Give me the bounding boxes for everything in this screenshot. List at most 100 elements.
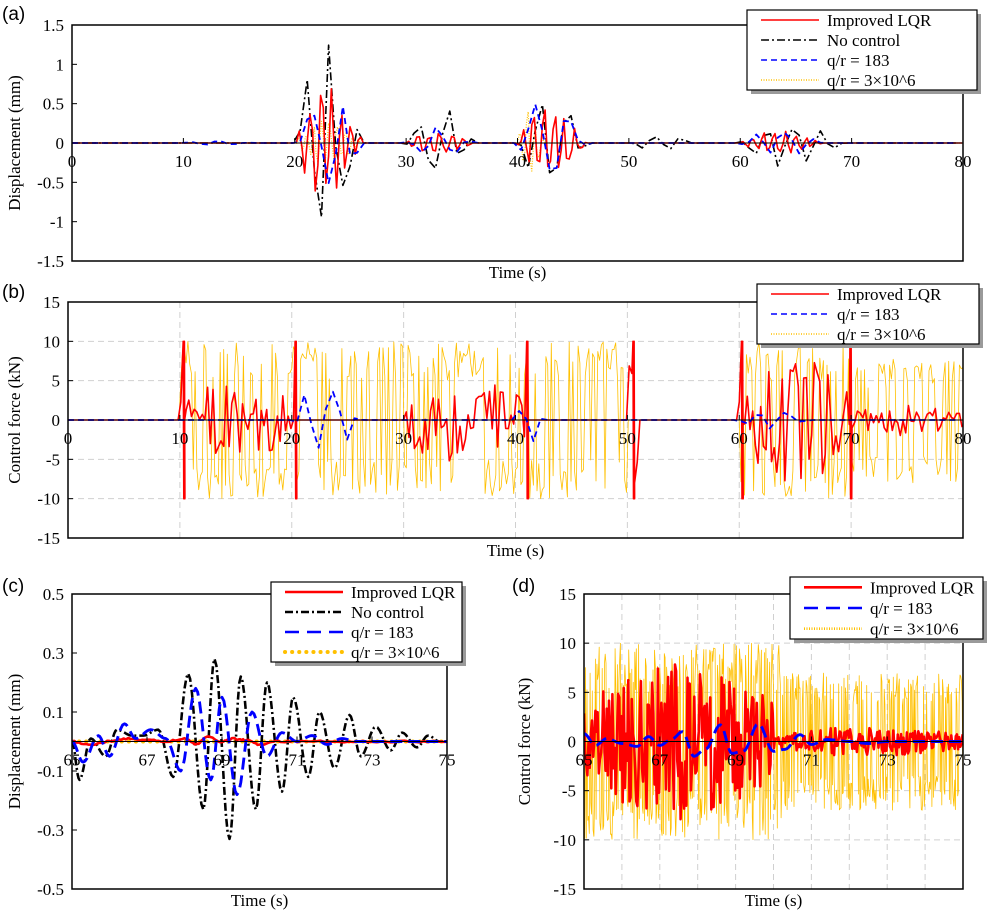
x-tick-label: 71 [803, 751, 820, 770]
legend-label: q/r = 183 [870, 599, 932, 618]
y-tick-label: -15 [553, 880, 576, 899]
panel-label: (b) [2, 282, 25, 303]
y-tick-label: 0.1 [43, 703, 64, 722]
x-tick-label: 73 [879, 751, 896, 770]
y-tick-label: -0.1 [37, 762, 64, 781]
x-tick-label: 70 [843, 152, 860, 171]
chart-panel-c: (c) 0.5 0.3 0.1 -0.1 -0.3 -0.5 65 67 69 71 73 75 Time… [2, 576, 466, 910]
x-axis-title: Time (s) [489, 263, 546, 282]
y-tick-label: -15 [37, 529, 60, 548]
y-tick-label: -5 [46, 450, 60, 469]
x-tick-label: 69 [214, 751, 231, 770]
x-tick-label: 65 [64, 751, 81, 770]
legend-label: No control [827, 31, 900, 50]
legend-label: q/r = 3×10^6 [837, 325, 926, 344]
x-tick-label: 75 [439, 751, 456, 770]
y-axis-title: Displacement (mm) [5, 75, 24, 211]
y-tick-label: 5 [568, 683, 577, 702]
series-line-no-control [72, 657, 447, 841]
y-tick-label: -5 [562, 782, 576, 801]
legend-label: q/r = 3×10^6 [827, 71, 916, 90]
x-tick-label: 30 [398, 152, 415, 171]
x-tick-label: 10 [171, 429, 188, 448]
x-tick-label: 70 [843, 429, 860, 448]
legend-label: q/r = 3×10^6 [870, 620, 959, 639]
y-tick-label: -10 [553, 831, 576, 850]
legend-box [746, 9, 978, 91]
x-axis-title: Time (s) [487, 541, 544, 560]
y-tick-label: 0 [56, 134, 65, 153]
traces [72, 657, 447, 841]
legend-label: q/r = 183 [351, 623, 413, 642]
x-tick-label: 69 [727, 751, 744, 770]
y-tick-label: 0.5 [43, 95, 64, 114]
x-tick-label: 65 [576, 751, 593, 770]
legend-label: No control [351, 603, 424, 622]
legend-label: Improved LQR [837, 285, 942, 304]
x-tick-label: 50 [619, 429, 636, 448]
y-tick-label: 15 [559, 585, 576, 604]
series-line-improved-lqr [68, 340, 963, 500]
legend-label: Improved LQR [870, 578, 975, 597]
x-axis-title: Time (s) [745, 891, 802, 910]
x-tick-label: 75 [955, 751, 972, 770]
x-tick-label: 30 [395, 429, 412, 448]
x-tick-label: 80 [955, 429, 972, 448]
legend-label: q/r = 3×10^6 [351, 643, 440, 662]
series-line-q-r-3-10-6 [68, 341, 963, 499]
y-tick-label: 1 [56, 55, 65, 74]
legend-label: q/r = 183 [827, 51, 889, 70]
x-tick-label: 50 [620, 152, 637, 171]
y-tick-label: 5 [52, 372, 61, 391]
y-tick-label: 0 [52, 411, 61, 430]
y-tick-label: 0 [568, 733, 577, 752]
legend-label: Improved LQR [827, 11, 932, 30]
panel-label: (d) [512, 576, 535, 597]
y-tick-label: -0.5 [37, 173, 64, 192]
x-tick-label: 60 [732, 152, 749, 171]
series-line-improved-lqr [584, 663, 963, 821]
y-axis-title: Control force (kN) [515, 678, 534, 805]
y-axis-title: Displacement (mm) [5, 674, 24, 810]
y-tick-label: -1 [50, 213, 64, 232]
x-tick-label: 71 [289, 751, 306, 770]
legend-box [270, 581, 463, 663]
y-tick-label: -1.5 [37, 252, 64, 271]
y-tick-label: 1.5 [43, 16, 64, 35]
y-tick-label: 10 [43, 332, 60, 351]
x-axis-title: Time (s) [231, 891, 288, 910]
y-axis-title: Control force (kN) [5, 356, 24, 483]
x-tick-label: 67 [139, 751, 157, 770]
y-tick-label: -10 [37, 490, 60, 509]
panel-label: (c) [2, 576, 24, 597]
x-tick-label: 20 [283, 429, 300, 448]
y-tick-label: -0.5 [37, 880, 64, 899]
chart-panel-a: (a)1.510.50-0.5-1-1.50 10 20 30 40 50 60 70 80Ti… [2, 4, 981, 282]
x-tick-label: 10 [175, 152, 192, 171]
y-tick-label: -0.3 [37, 821, 64, 840]
y-tick-label: 0.5 [43, 585, 64, 604]
x-tick-label: 0 [68, 152, 77, 171]
x-tick-label: 40 [507, 429, 524, 448]
x-tick-label: 40 [509, 152, 526, 171]
legend: Improved LQR q/r = 183 q/r = 3×10^6 [789, 576, 987, 643]
legend-label: q/r = 183 [837, 305, 899, 324]
y-tick-label: 15 [43, 293, 60, 312]
x-tick-label: 0 [64, 429, 73, 448]
y-tick-label: 10 [559, 634, 576, 653]
x-tick-label: 80 [955, 152, 972, 171]
x-tick-label: 67 [651, 751, 669, 770]
legend-label: Improved LQR [351, 583, 456, 602]
y-tick-label: 0.3 [43, 644, 64, 663]
x-tick-label: 73 [364, 751, 381, 770]
panel-label: (a) [2, 4, 25, 25]
x-tick-label: 60 [731, 429, 748, 448]
chart-panel-d: (d) 15 10 5 0 -5 -10 -15 65 67 69 71 73 75 Time (s) Con… [512, 576, 987, 910]
x-tick-label: 20 [286, 152, 303, 171]
series-line-q-r-183 [72, 686, 447, 797]
